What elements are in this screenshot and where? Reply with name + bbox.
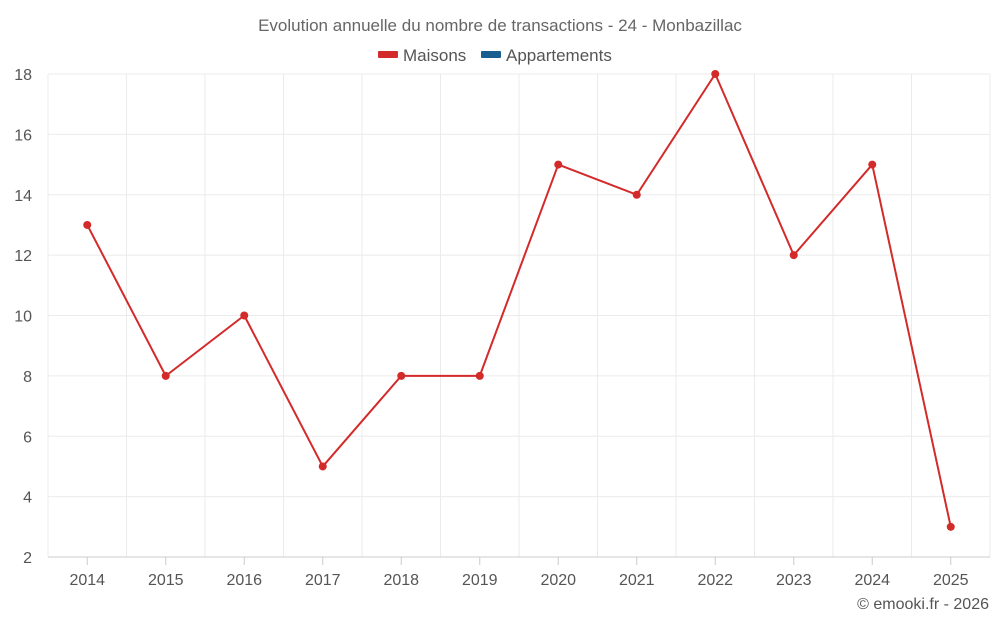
x-tick-label: 2018	[383, 572, 419, 589]
y-tick-label: 16	[14, 127, 32, 144]
data-point-maisons-2015[interactable]	[161, 371, 170, 380]
legend-swatch-appartements	[481, 51, 501, 58]
series-line-maisons	[86, 73, 952, 528]
credit-text: © emooki.fr - 2026	[857, 596, 989, 613]
y-tick-label: 2	[23, 550, 32, 567]
legend-swatch-maisons	[378, 51, 398, 58]
y-tick-label: 14	[14, 188, 32, 205]
y-tick-label: 6	[23, 429, 32, 446]
legend-item-appartements[interactable]: Appartements	[481, 46, 612, 65]
chart-title: Evolution annuelle du nombre de transact…	[258, 16, 742, 35]
y-tick-label: 18	[14, 67, 32, 84]
x-tick-label: 2022	[697, 572, 733, 589]
x-tick-label: 2017	[305, 572, 341, 589]
y-tick-label: 12	[14, 248, 32, 265]
data-point-maisons-2018[interactable]	[397, 371, 406, 380]
x-tick-label: 2014	[69, 572, 105, 589]
data-point-maisons-2023[interactable]	[789, 251, 798, 260]
grid	[47, 73, 991, 557]
x-tick-label: 2021	[619, 572, 655, 589]
legend: Maisons Appartements	[378, 46, 612, 65]
legend-label-appartements: Appartements	[506, 46, 612, 65]
y-tick-label: 4	[23, 490, 32, 507]
legend-label-maisons: Maisons	[403, 46, 466, 65]
x-tick-label: 2020	[540, 572, 576, 589]
x-tick-label: 2019	[462, 572, 498, 589]
data-point-maisons-2016[interactable]	[240, 311, 249, 320]
x-tick-label: 2025	[933, 572, 969, 589]
data-point-maisons-2020[interactable]	[554, 160, 563, 169]
data-point-maisons-2017[interactable]	[318, 462, 327, 471]
y-tick-label: 8	[23, 369, 32, 386]
x-tick-label: 2023	[776, 572, 812, 589]
axes: 2 4 6 8 10 12 14 16 18 2014 2015 2016 2017 2018 2019 20…	[14, 67, 990, 589]
series-maisons	[83, 70, 955, 531]
data-point-maisons-2021[interactable]	[632, 190, 641, 199]
y-tick-label: 10	[14, 309, 32, 326]
x-tick-label: 2024	[854, 572, 890, 589]
legend-item-maisons[interactable]: Maisons	[378, 46, 466, 65]
data-point-maisons-2024[interactable]	[868, 160, 877, 169]
data-point-maisons-2019[interactable]	[475, 371, 484, 380]
x-tick-label: 2015	[148, 572, 184, 589]
data-point-maisons-2014[interactable]	[83, 220, 92, 229]
x-tick-label: 2016	[226, 572, 262, 589]
data-point-maisons-2025[interactable]	[946, 522, 955, 531]
data-point-maisons-2022[interactable]	[711, 70, 720, 78]
